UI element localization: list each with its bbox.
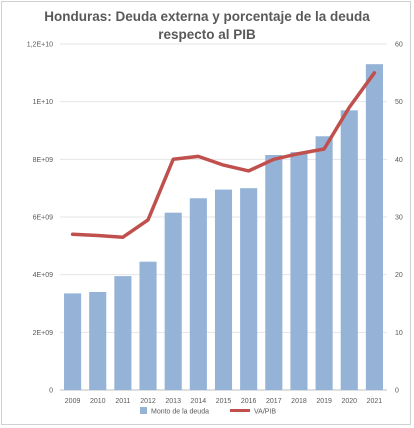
x-tick-label: 2013 [165, 398, 181, 405]
legend-bar-swatch [140, 407, 147, 414]
left-tick-label: 8E+09 [33, 157, 54, 164]
line-series [70, 71, 377, 239]
right-axis-ticks: 0 10 20 30 40 50 60 [395, 42, 403, 395]
x-tick-label: 2011 [115, 398, 130, 405]
bar-2017 [265, 155, 283, 390]
bar-2020 [340, 110, 358, 391]
left-tick-label: 1,2E+10 [27, 42, 53, 49]
x-tick-label: 2015 [216, 398, 232, 405]
x-tick-label: 2012 [140, 398, 156, 405]
right-tick-label: 30 [395, 215, 403, 222]
bar-2016 [240, 188, 258, 390]
x-tick-label: 2018 [291, 398, 307, 405]
x-tick-label: 2021 [367, 398, 383, 405]
bar-2013 [164, 212, 182, 390]
x-tick-label: 2016 [241, 398, 257, 405]
left-tick-label: 1E+10 [33, 99, 54, 106]
right-tick-label: 50 [395, 99, 403, 106]
left-tick-label: 6E+09 [33, 215, 54, 222]
legend-line-label: VA/PIB [254, 409, 276, 416]
x-tick-label: 2014 [191, 398, 207, 405]
x-tick-label: 2010 [90, 398, 106, 405]
x-tick-label: 2019 [316, 398, 332, 405]
bar-2009 [64, 293, 82, 390]
legend-bar-label: Monto de la deuda [151, 409, 209, 416]
chart-title: Honduras: Deuda externa y porcentaje de … [44, 9, 370, 42]
bar-2010 [89, 291, 107, 390]
left-tick-label: 2E+09 [33, 330, 54, 337]
bar-2021 [365, 64, 383, 390]
bar-2011 [114, 276, 132, 390]
right-tick-label: 60 [395, 42, 403, 49]
x-axis-ticks: 2009 2010 2011 2012 2013 2014 2015 2016 2017 2018… [65, 398, 383, 405]
bar-2019 [315, 136, 333, 390]
bar-2012 [139, 261, 157, 390]
right-tick-label: 20 [395, 272, 403, 279]
right-tick-label: 10 [395, 330, 403, 337]
bar-series [64, 64, 383, 391]
bar-2018 [290, 152, 308, 390]
left-tick-label: 0 [49, 388, 53, 395]
left-axis-ticks: 0 2E+09 4E+09 6E+09 8E+09 1E+10 1,2E+10 [27, 42, 53, 395]
x-tick-label: 2009 [65, 398, 81, 405]
bar-2015 [214, 189, 233, 390]
bar-2014 [189, 198, 207, 390]
x-tick-label: 2020 [341, 398, 357, 405]
legend: Monto de la deuda VA/PIB [140, 407, 276, 416]
x-tick-label: 2017 [266, 398, 282, 405]
left-tick-label: 4E+09 [33, 272, 54, 279]
right-tick-label: 40 [395, 157, 403, 164]
right-tick-label: 0 [395, 388, 399, 395]
